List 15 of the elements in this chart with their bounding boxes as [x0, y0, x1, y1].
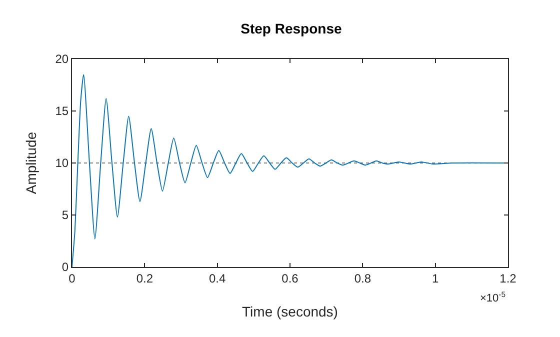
- y-tick-label: 10: [55, 156, 69, 170]
- x-tick-label: 0.4: [208, 271, 226, 286]
- y-tick-label: 20: [55, 52, 69, 66]
- text: ×10$^{-5}$: [480, 290, 506, 305]
- x-tick-label: 0.8: [354, 271, 372, 286]
- x-tick-label: 1: [432, 271, 439, 286]
- y-tick-label: 0: [62, 260, 69, 274]
- y-tick-label: 5: [62, 208, 69, 222]
- chart-title: Step Response: [240, 20, 342, 36]
- x-tick-label: 0.6: [282, 271, 299, 286]
- y-axis-title: Amplitude: [22, 132, 39, 194]
- x-axis-title: Time (seconds): [242, 304, 338, 320]
- y-tick-label: 15: [55, 104, 69, 118]
- x-tick-label: 1.2: [500, 271, 517, 286]
- x-tick-label: 0.2: [136, 271, 154, 286]
